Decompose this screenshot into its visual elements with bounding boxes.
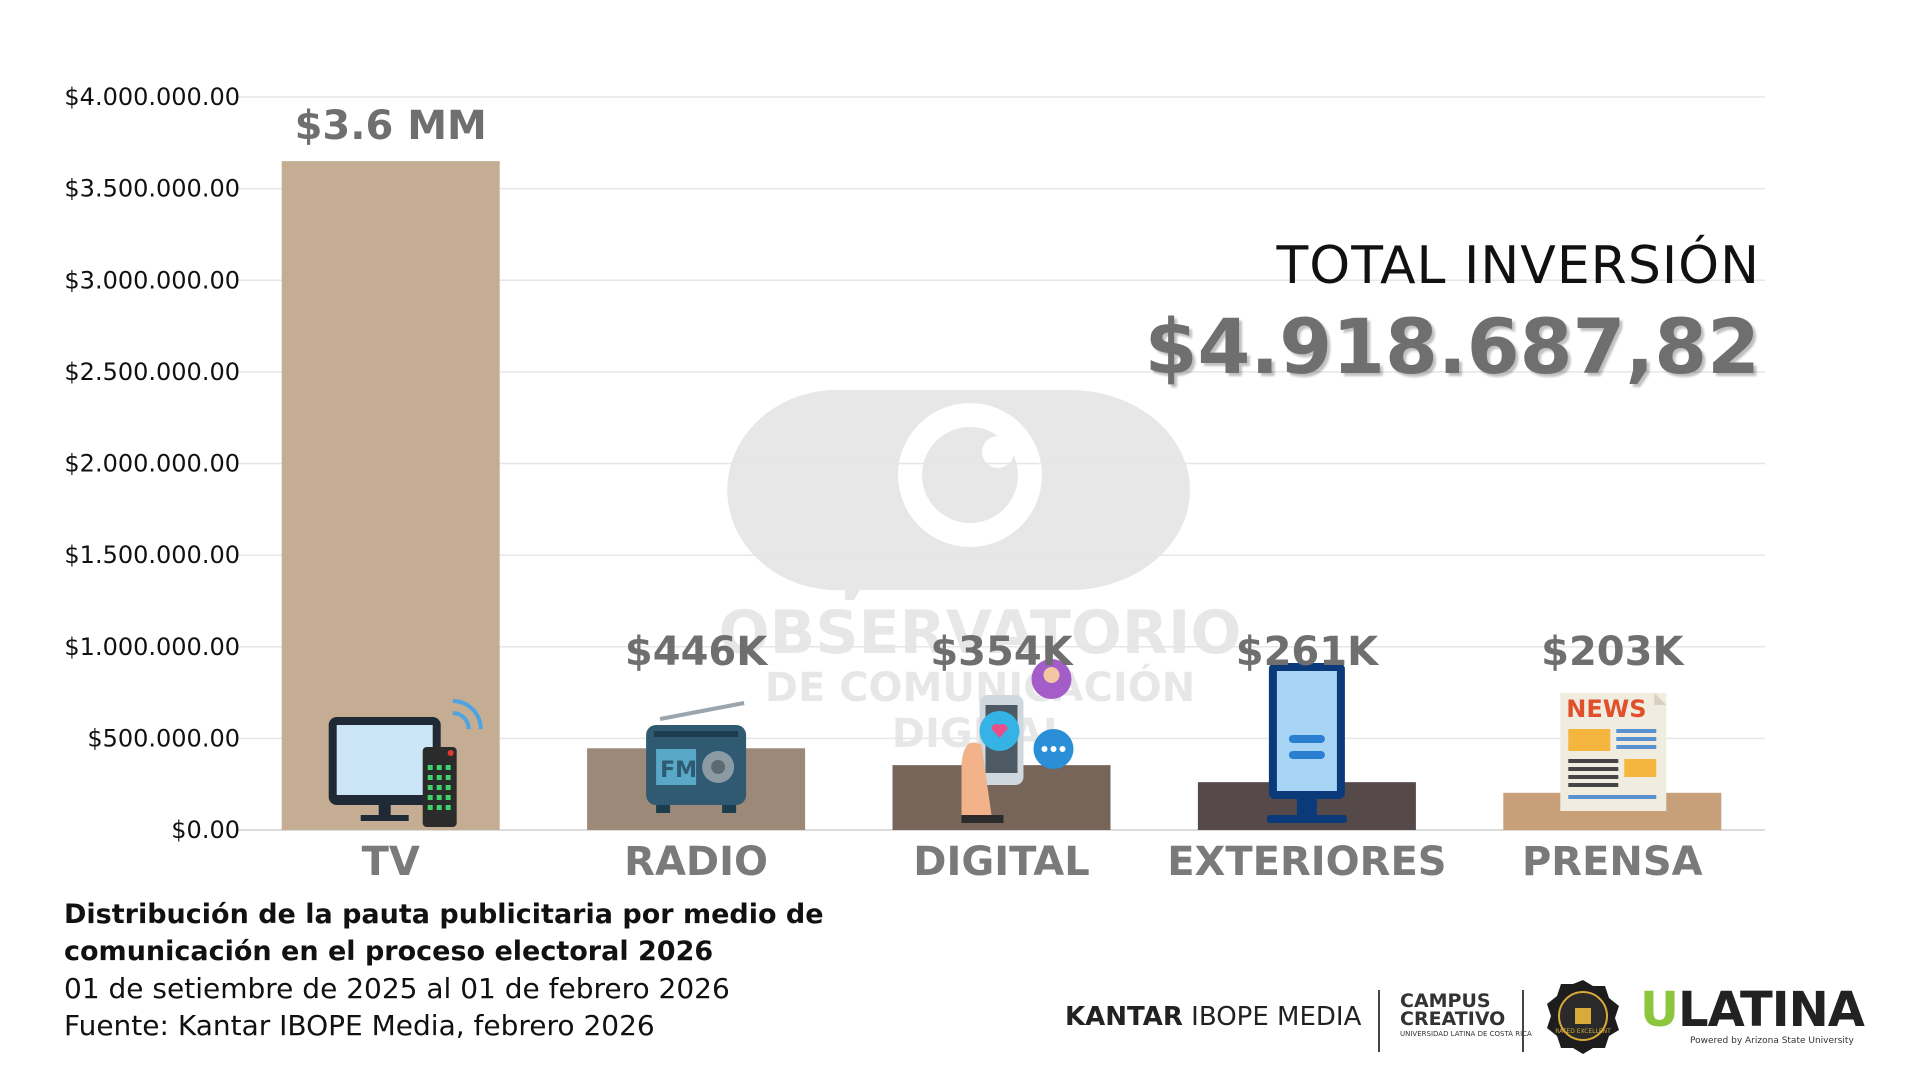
sponsor-logos: KANTAR IBOPE MEDIA CAMPUS CREATIVO UNIVE…: [1060, 970, 1865, 1060]
value-labels: $3.6 MM $446K $354K $261K $203K: [295, 103, 1686, 675]
rated-excellent-badge-icon: RATED EXCELLENT: [1545, 978, 1621, 1054]
value-label: $446K: [625, 629, 769, 675]
kantar-logo-rest: IBOPE MEDIA: [1182, 1002, 1362, 1032]
category-label: PRENSA: [1522, 839, 1703, 885]
ulatina-u: U: [1640, 982, 1679, 1038]
billboard-icon: [1266, 663, 1347, 823]
campus-line2: CREATIVO: [1400, 1008, 1506, 1030]
caption-title-line1: Distribución de la pauta publicitaria po…: [64, 899, 824, 930]
category-labels: TV RADIO DIGITAL EXTERIORES PRENSA: [362, 839, 1703, 885]
badge-text: RATED EXCELLENT: [1555, 1028, 1611, 1035]
category-label: RADIO: [624, 839, 768, 885]
svg-text:FM: FM: [660, 758, 697, 783]
radio-icon: FM: [646, 701, 747, 813]
y-tick-label: $2.000.000.00: [64, 450, 240, 478]
watermark-line1: OBSERVATORIO: [718, 598, 1242, 668]
y-tick-label: $3.000.000.00: [64, 266, 240, 294]
value-label: $261K: [1236, 629, 1380, 675]
logo-divider: [1378, 990, 1380, 1052]
value-label: $203K: [1541, 629, 1685, 675]
y-axis-ticks: $0.00 $500.000.00 $1.000.000.00 $1.500.000.…: [64, 83, 240, 844]
total-label: TOTAL INVERSIÓN: [1276, 236, 1760, 296]
ulatina-logo: ULATINA: [1640, 982, 1865, 1038]
smartphone-social-icon: [961, 659, 1074, 823]
y-tick-label: $0.00: [171, 816, 240, 844]
newspaper-icon: NEWS: [1560, 693, 1667, 811]
category-label: DIGITAL: [913, 839, 1089, 885]
y-tick-label: $4.000.000.00: [64, 83, 240, 111]
bar-chart: $0.00 $500.000.00 $1.000.000.00 $1.500.000.…: [64, 83, 1765, 885]
ulatina-sub: Powered by Arizona State University: [1690, 1036, 1854, 1046]
y-tick-label: $1.500.000.00: [64, 541, 240, 569]
category-icons: FM NEWS: [328, 659, 1667, 827]
campus-line1: CAMPUS: [1400, 990, 1491, 1012]
caption-source: Fuente: Kantar IBOPE Media, febrero 2026: [64, 1009, 655, 1042]
chart-caption: Distribución de la pauta publicitaria po…: [64, 896, 884, 1044]
svg-text:NEWS: NEWS: [1566, 695, 1646, 723]
y-tick-label: $3.500.000.00: [64, 175, 240, 203]
kantar-logo-bold: KANTAR: [1065, 1002, 1183, 1032]
value-label: $3.6 MM: [295, 103, 487, 149]
campus-creativo-logo: CAMPUS CREATIVO UNIVERSIDAD LATINA DE CO…: [1400, 992, 1532, 1038]
caption-period: 01 de setiembre de 2025 al 01 de febrero…: [64, 972, 730, 1005]
category-label: EXTERIORES: [1167, 839, 1446, 885]
total-value: $4.918.687,82: [1144, 302, 1760, 391]
category-label: TV: [362, 839, 420, 885]
y-tick-label: $2.500.000.00: [64, 358, 240, 386]
total-investment: TOTAL INVERSIÓN $4.918.687,82: [1145, 236, 1760, 391]
y-tick-label: $500.000.00: [87, 724, 240, 752]
value-label: $354K: [930, 629, 1074, 675]
logo-divider: [1522, 990, 1524, 1052]
tv-remote-icon: [328, 699, 483, 827]
campus-sub: UNIVERSIDAD LATINA DE COSTA RICA: [1400, 1030, 1532, 1038]
kantar-logo: KANTAR IBOPE MEDIA: [1065, 1002, 1361, 1032]
y-tick-label: $1.000.000.00: [64, 633, 240, 661]
ulatina-rest: LATINA: [1677, 982, 1865, 1038]
caption-title-line2: comunicación en el proceso electoral 202…: [64, 936, 714, 967]
speech-bubble-eye-icon: [727, 390, 1190, 615]
